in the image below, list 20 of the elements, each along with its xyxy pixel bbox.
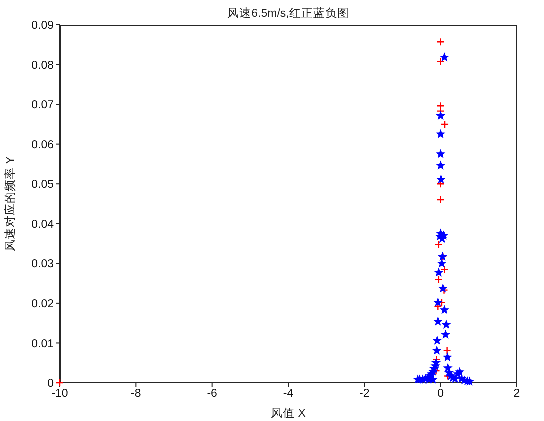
chart-title: 风速6.5m/s,红正蓝负图 (226, 6, 350, 21)
x-tick-label: 2 (514, 388, 520, 400)
x-axis-title: 风值 X (271, 407, 306, 420)
y-axis-title: 风速对应的频率 Y (3, 156, 18, 252)
y-tick-label: 0.09 (32, 20, 54, 32)
x-tick-label: 0 (438, 388, 444, 400)
x-tick-label: -8 (131, 388, 142, 400)
y-tick-label: 0.06 (32, 139, 54, 152)
y-tick-label: 0.02 (32, 298, 54, 311)
x-tick-label: -6 (207, 388, 218, 400)
y-tick-label: 0 (48, 378, 54, 390)
y-tick-label: 0.07 (32, 100, 54, 112)
y-tick-label: 0.08 (32, 60, 54, 72)
y-tick-label: 0.03 (32, 258, 54, 271)
y-tick-label: 0.04 (32, 218, 55, 231)
x-tick-label: -4 (283, 388, 294, 400)
x-tick-label: -2 (360, 388, 370, 400)
y-tick-label: 0.05 (32, 179, 54, 192)
y-tick-label: 0.01 (32, 338, 54, 350)
x-tick-label: -10 (52, 388, 68, 400)
